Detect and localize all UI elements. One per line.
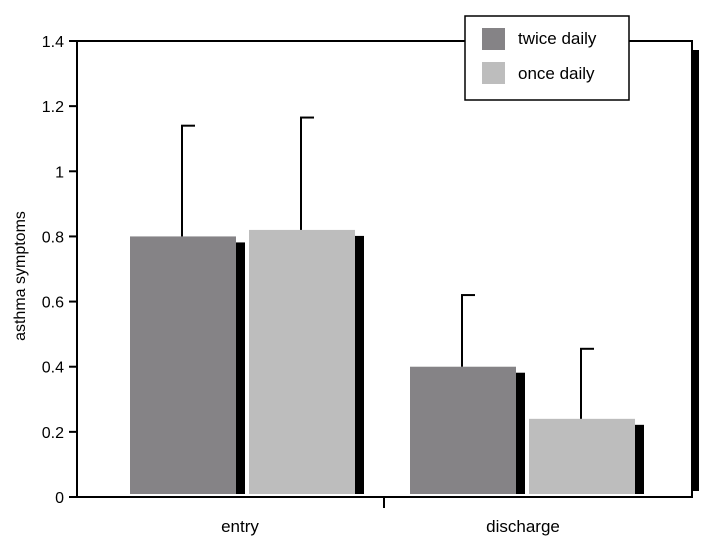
y-tick-label: 0.2: [42, 425, 64, 442]
bar-twice-daily-discharge: [410, 366, 516, 494]
y-axis-title: asthma symptoms: [12, 211, 29, 341]
error-bars-group: [181, 116, 594, 419]
bar-shadow: [355, 235, 364, 494]
bars-group: [130, 229, 644, 494]
y-tick-label: 0.6: [42, 295, 64, 312]
bar-twice-daily-entry: [130, 236, 236, 494]
y-tick-label: 0: [55, 490, 64, 507]
plot-frame-shadow: [693, 50, 699, 491]
legend-swatch-once-daily: [482, 62, 505, 84]
y-tick-label: 1.2: [42, 99, 64, 116]
legend-label-once-daily: once daily: [518, 64, 595, 83]
x-axis-categories: entry discharge: [221, 517, 560, 536]
legend: twice daily once daily: [464, 15, 630, 101]
bar-once-daily-entry: [249, 229, 355, 494]
y-tick-label: 1: [55, 164, 64, 181]
y-axis-ticks: 0 0.2 0.4 0.6 0.8 1 1.2 1.4: [42, 34, 77, 507]
bar-once-daily-discharge: [529, 418, 635, 494]
legend-box: [464, 15, 630, 101]
bar-shadow: [516, 372, 525, 494]
legend-swatch-twice-daily: [482, 28, 505, 50]
bar-shadow: [635, 424, 644, 494]
y-tick-label: 0.8: [42, 229, 64, 246]
y-tick-label: 1.4: [42, 34, 64, 51]
x-category-label: discharge: [486, 517, 560, 536]
bar-shadow: [236, 242, 245, 494]
y-tick-label: 0.4: [42, 360, 64, 377]
legend-label-twice-daily: twice daily: [518, 29, 597, 48]
x-category-label: entry: [221, 517, 259, 536]
